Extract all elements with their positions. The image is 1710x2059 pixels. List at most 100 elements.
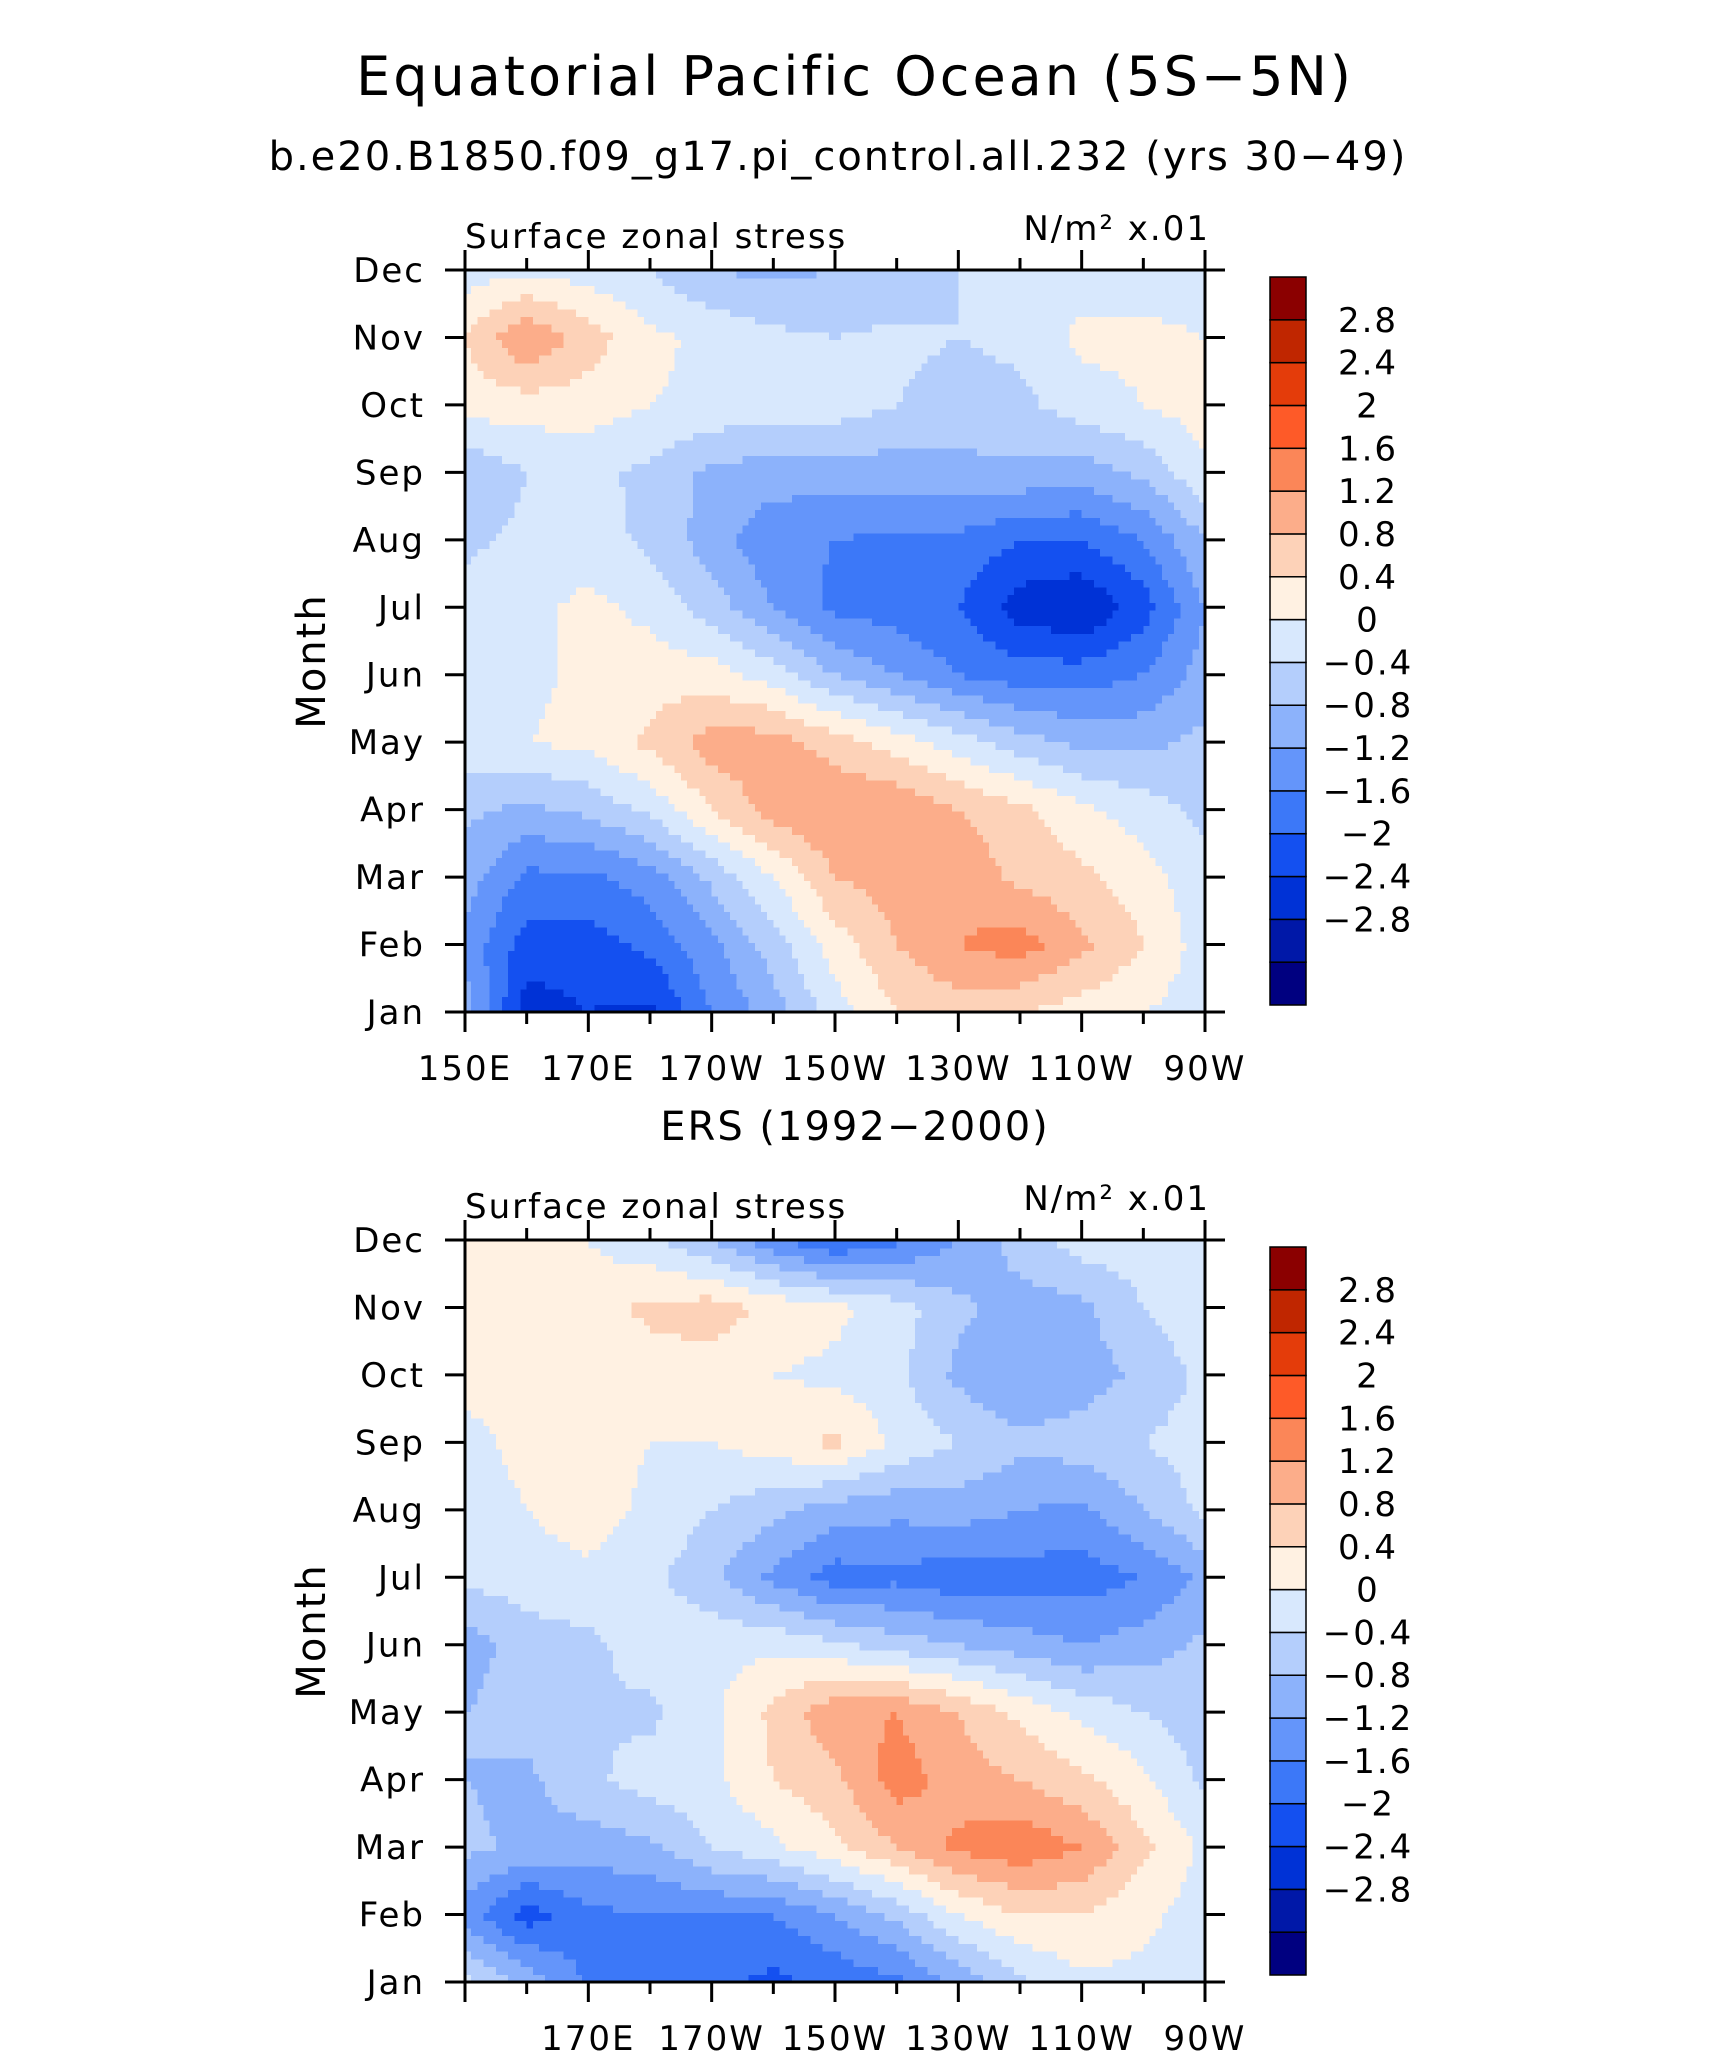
contour-cell — [588, 841, 596, 851]
contour-cell — [705, 965, 713, 974]
contour-cell — [822, 710, 830, 719]
contour-cell — [1050, 702, 1058, 712]
contour-cell — [915, 896, 922, 905]
contour-cell — [890, 726, 898, 735]
contour-cell — [699, 834, 707, 843]
contour-cell — [1038, 756, 1046, 766]
contour-cell — [761, 965, 768, 974]
contour-cell — [508, 718, 515, 727]
contour-cell — [724, 857, 731, 866]
contour-cell — [569, 996, 577, 1005]
contour-cell — [1168, 934, 1175, 944]
contour-cell — [927, 896, 935, 905]
contour-cell — [569, 965, 577, 974]
contour-cell — [465, 981, 472, 990]
contour-cell — [754, 726, 762, 735]
contour-cell — [989, 741, 996, 750]
contour-cell — [1124, 926, 1132, 936]
contour-cell — [773, 880, 781, 889]
contour-cell — [785, 811, 793, 820]
contour-cell — [884, 772, 892, 781]
contour-cell — [631, 872, 639, 882]
contour-cell — [853, 849, 861, 859]
contour-cell — [1081, 896, 1089, 905]
contour-cell — [693, 942, 700, 951]
contour-cell — [1174, 988, 1181, 998]
contour-cell — [995, 965, 1003, 974]
contour-cell — [1044, 926, 1052, 936]
contour-cell — [662, 803, 670, 812]
contour-cell — [1155, 1004, 1163, 1013]
contour-cell — [779, 756, 787, 766]
contour-cell — [841, 695, 848, 704]
contour-cell — [761, 973, 768, 982]
contour-cell — [650, 965, 657, 974]
contour-cell — [650, 787, 657, 797]
contour-cell — [995, 733, 1003, 743]
contour-cell — [569, 888, 577, 897]
contour-cell — [699, 1004, 707, 1013]
contour-cell — [952, 841, 959, 851]
contour-cell — [539, 888, 546, 897]
contour-cell — [909, 780, 916, 789]
contour-cell — [909, 741, 916, 750]
contour-cell — [872, 872, 879, 882]
contour-cell — [680, 934, 688, 944]
contour-cell — [1198, 695, 1206, 704]
contour-cell — [865, 811, 873, 820]
contour-cell — [865, 772, 873, 781]
contour-cell — [878, 903, 885, 913]
contour-cell — [569, 934, 577, 944]
contour-cell — [939, 988, 947, 998]
contour-cell — [1118, 996, 1126, 1005]
contour-cell — [878, 919, 885, 928]
contour-cell — [680, 926, 688, 936]
contour-cell — [717, 702, 725, 712]
contour-cell — [508, 880, 515, 889]
contour-cell — [748, 818, 756, 828]
contour-cell — [1050, 718, 1058, 727]
contour-cell — [958, 950, 966, 959]
contour-cell — [508, 787, 515, 797]
contour-cell — [1186, 811, 1194, 820]
contour-cell — [761, 787, 768, 797]
contour-cell — [983, 857, 990, 866]
contour-cell — [1001, 849, 1009, 859]
contour-cell — [1075, 702, 1083, 712]
contour-cell — [693, 818, 700, 828]
contour-cell — [1118, 702, 1126, 712]
contour-cell — [514, 795, 522, 804]
contour-cell — [643, 849, 651, 859]
contour-cell — [711, 981, 719, 990]
contour-cell — [1149, 857, 1157, 866]
contour-cell — [545, 911, 552, 920]
contour-cell — [804, 888, 811, 897]
contour-cell — [1118, 919, 1126, 928]
contour-cell — [939, 965, 947, 974]
contour-cell — [1106, 896, 1114, 905]
contour-cell — [1044, 764, 1052, 773]
contour-cell — [835, 726, 842, 735]
contour-cell — [1131, 896, 1138, 905]
contour-cell — [637, 857, 645, 866]
contour-cell — [798, 880, 805, 889]
contour-cell — [717, 803, 725, 812]
contour-cell — [1198, 880, 1206, 889]
contour-cell — [514, 718, 522, 727]
contour-cell — [680, 803, 688, 812]
contour-cell — [872, 865, 879, 874]
contour-cell — [976, 749, 984, 758]
contour-cell — [600, 764, 608, 773]
contour-cell — [1050, 787, 1058, 797]
contour-cell — [588, 718, 596, 727]
contour-cell — [551, 710, 559, 719]
contour-cell — [637, 726, 645, 735]
contour-cell — [810, 849, 818, 859]
contour-cell — [569, 726, 577, 735]
contour-cell — [785, 702, 793, 712]
contour-cell — [933, 826, 941, 835]
contour-cell — [995, 818, 1003, 828]
contour-cell — [828, 934, 836, 944]
contour-cell — [1155, 865, 1163, 874]
contour-cell — [909, 965, 916, 974]
